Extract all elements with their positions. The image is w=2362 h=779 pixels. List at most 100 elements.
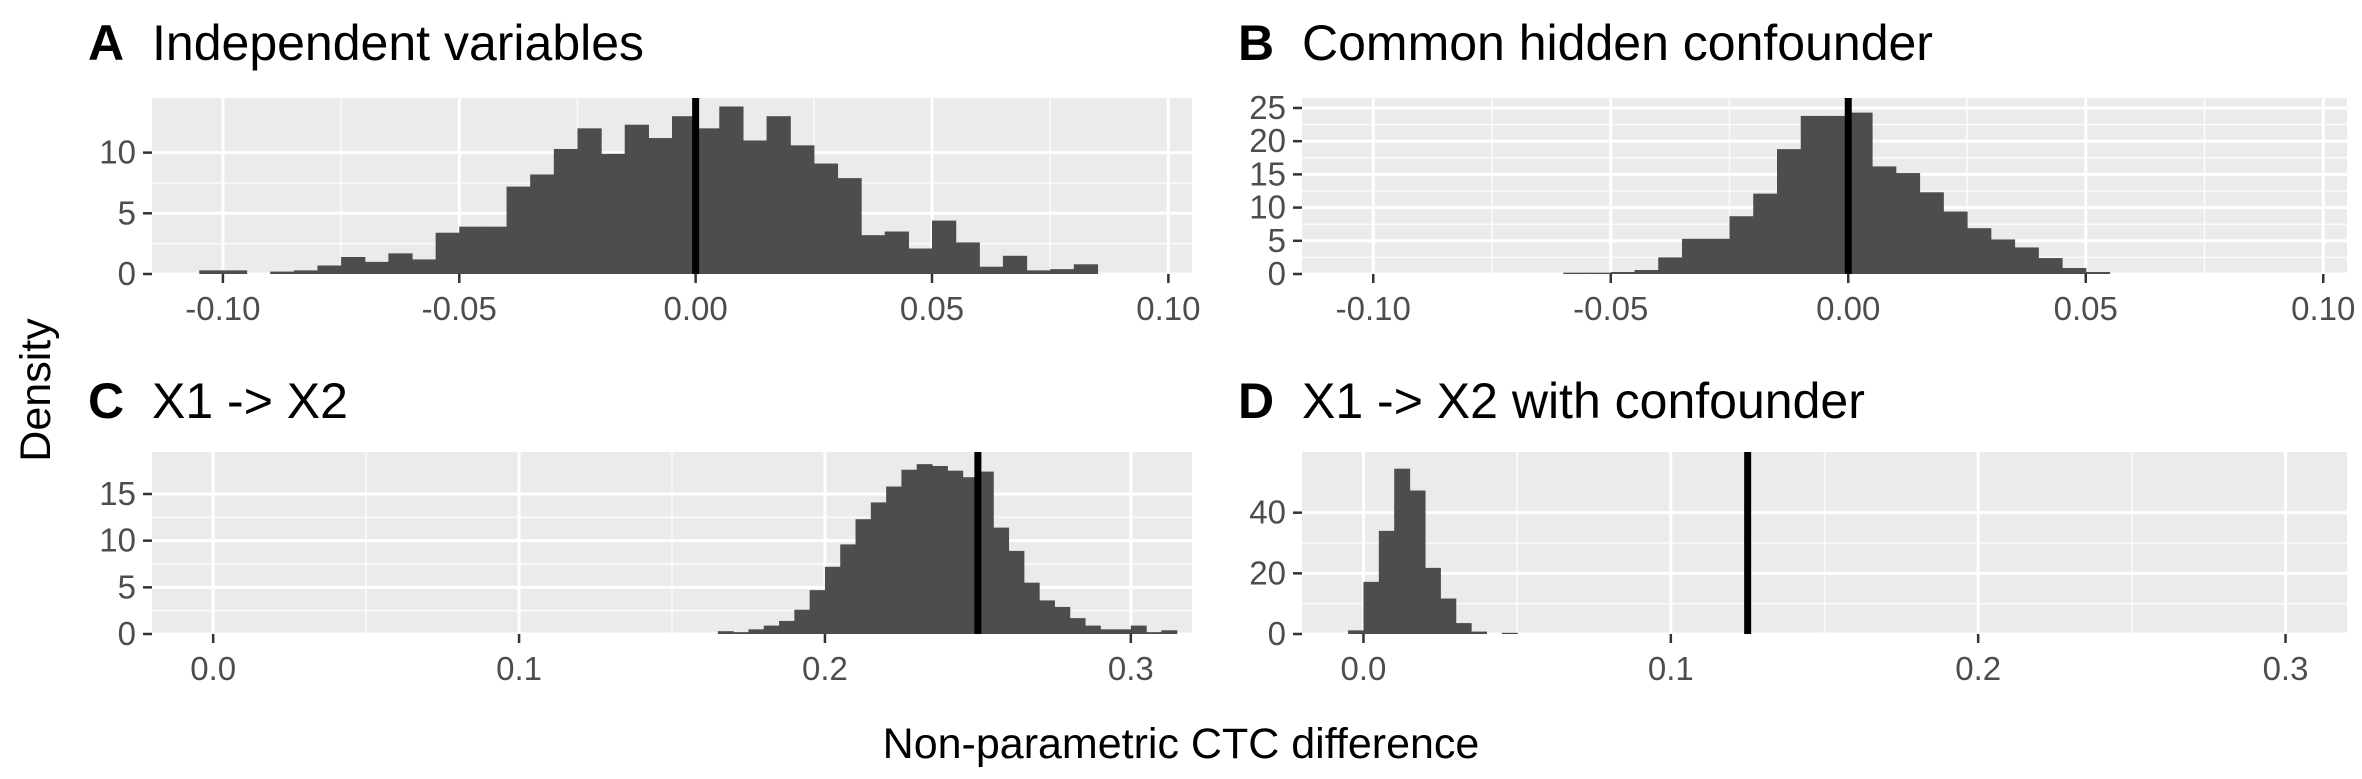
histogram-bar: [1039, 600, 1055, 634]
y-tick-label: 15: [99, 475, 136, 512]
histogram-bar: [459, 226, 484, 274]
histogram-bar: [577, 128, 602, 274]
histogram-bar: [1895, 173, 1921, 274]
histogram-bar: [435, 232, 460, 274]
panel-a-title: Independent variables: [152, 15, 644, 71]
histogram-bar: [199, 270, 224, 274]
x-tick-label: 0.3: [2263, 650, 2309, 687]
panel-d-plot: 0.0 0.1 0.2 0.3 0 20 40: [1249, 452, 2347, 687]
histogram-bar: [1073, 264, 1099, 274]
histogram-bar: [1050, 269, 1075, 274]
histogram-bar: [861, 235, 886, 274]
panel-a: A Independent variables -0.10 -0.05 0.00 0.…: [88, 15, 1200, 327]
histogram-bar: [1115, 629, 1132, 634]
histogram-bar: [1161, 630, 1178, 634]
histogram-bar: [1455, 623, 1472, 634]
histogram-bar: [1023, 582, 1040, 634]
histogram-bar: [1587, 272, 1612, 274]
y-tick-label: 15: [1249, 155, 1286, 192]
histogram-bar: [1363, 581, 1380, 634]
histogram-bar: [2014, 247, 2039, 274]
x-tick-label: -0.10: [185, 290, 260, 327]
x-tick-label: 0.10: [2291, 290, 2355, 327]
histogram-bar: [364, 261, 389, 274]
y-tick-label: 0: [1268, 615, 1286, 652]
x-tick-label: -0.05: [1573, 290, 1648, 327]
x-tick-label: -0.10: [1336, 290, 1411, 327]
x-tick-label: 0.2: [802, 650, 848, 687]
x-tick-label: 0.05: [2054, 290, 2118, 327]
panel-a-plot: -0.10 -0.05 0.00 0.05 0.10 0 5 10: [99, 98, 1200, 327]
x-tick-label: 0.2: [1955, 650, 2001, 687]
histogram-bar: [1100, 629, 1117, 634]
x-tick-label: 0.00: [1816, 290, 1880, 327]
histogram-bar: [317, 265, 342, 274]
histogram-bar: [901, 469, 918, 634]
histogram-bar: [222, 270, 248, 274]
x-tick-label: 0.05: [900, 290, 964, 327]
histogram-bar: [1130, 625, 1147, 634]
histogram-bar: [341, 257, 366, 274]
y-tick-label: 0: [118, 615, 136, 652]
histogram-bar: [1471, 631, 1488, 634]
histogram-bar: [748, 629, 765, 634]
x-tick-label: 0.1: [1648, 650, 1694, 687]
histogram-bar: [695, 128, 720, 274]
histogram-bar: [553, 148, 579, 274]
panel-d: D X1 -> X2 with confounder 0.0 0.1 0.2 0.30…: [1238, 373, 2347, 687]
y-tick-label: 20: [1249, 122, 1286, 159]
histogram-bar: [1026, 270, 1051, 274]
histogram-bar: [1705, 238, 1731, 274]
histogram-bar: [1919, 192, 1944, 274]
x-tick-label: 0.3: [1108, 650, 1154, 687]
histogram-bar: [1967, 228, 1992, 274]
histogram-bar: [1084, 625, 1101, 634]
y-tick-label: 5: [118, 568, 136, 605]
histogram-bar: [1069, 618, 1086, 634]
histogram-bar: [916, 464, 933, 634]
panel-b: B Common hidden confounder -0.10 -0.05 0.0…: [1238, 15, 2355, 327]
histogram-bar: [1146, 632, 1163, 634]
histogram-bar: [1634, 270, 1659, 274]
x-tick-label: -0.05: [422, 290, 497, 327]
histogram-bar: [719, 106, 744, 274]
histogram-bar: [1848, 112, 1873, 274]
histogram-bar: [2085, 272, 2111, 274]
histogram-bar: [1753, 193, 1778, 274]
y-tick-label: 10: [99, 134, 136, 171]
y-tick-label: 5: [118, 194, 136, 231]
histogram-bar: [1054, 606, 1071, 634]
panel-d-letter: D: [1238, 373, 1274, 429]
histogram-bar: [1348, 630, 1365, 634]
histogram-bar: [908, 248, 933, 274]
histogram-bar: [388, 253, 413, 274]
y-tick-label: 40: [1249, 494, 1286, 531]
histogram-bar: [482, 226, 508, 274]
histogram-bar: [779, 620, 795, 634]
panel-b-letter: B: [1238, 15, 1274, 71]
panel-c-plot: 0.0 0.1 0.2 0.3 0 5 10 15: [99, 452, 1192, 687]
histogram-bar: [1658, 257, 1683, 274]
histogram-bar: [977, 471, 994, 634]
x-tick-label: 0.10: [1136, 290, 1200, 327]
histogram-bar: [412, 259, 437, 274]
panel-a-letter: A: [88, 15, 124, 71]
histogram-bar: [855, 519, 872, 634]
panel-b-title: Common hidden confounder: [1302, 15, 1933, 71]
y-tick-label: 5: [1268, 222, 1286, 259]
histogram-bar: [506, 186, 531, 274]
histogram-bar: [1610, 272, 1636, 274]
histogram-bar: [1394, 468, 1411, 634]
histogram-bar: [932, 466, 948, 634]
histogram-bar: [932, 220, 957, 274]
histogram-bar: [1872, 166, 1897, 274]
histogram-bar: [1409, 490, 1426, 634]
y-tick-label: 20: [1249, 554, 1286, 591]
histogram-bar: [790, 145, 815, 274]
histogram-bar: [763, 625, 780, 634]
histogram-bar: [1800, 115, 1826, 275]
histogram-bar: [824, 566, 841, 634]
histogram-bar: [813, 163, 839, 274]
histogram-bar: [884, 231, 909, 274]
